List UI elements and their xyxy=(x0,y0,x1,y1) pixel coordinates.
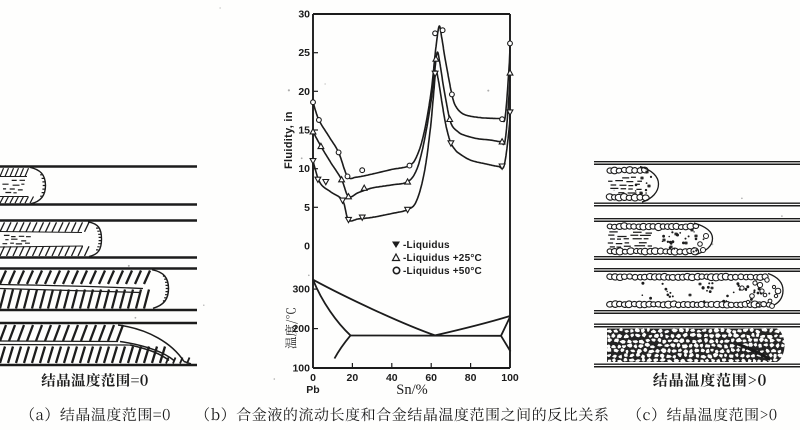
svg-text:0: 0 xyxy=(310,372,316,384)
svg-text:80: 80 xyxy=(465,372,477,384)
svg-text:100: 100 xyxy=(501,372,519,384)
svg-text:300: 300 xyxy=(292,284,310,296)
svg-text:200: 200 xyxy=(292,323,310,335)
svg-text:60: 60 xyxy=(425,372,437,384)
svg-text:25: 25 xyxy=(298,47,310,59)
svg-text:Sn/%: Sn/% xyxy=(396,382,427,398)
svg-text:20: 20 xyxy=(298,86,310,98)
svg-text:0: 0 xyxy=(304,241,310,253)
svg-text:15: 15 xyxy=(298,125,310,137)
svg-text:-Liquidus: -Liquidus xyxy=(403,240,450,251)
svg-text:-Liquidus +50°C: -Liquidus +50°C xyxy=(403,266,482,277)
svg-text:Pb: Pb xyxy=(306,384,319,396)
svg-text:30: 30 xyxy=(298,9,310,21)
svg-text:-Liquidus +25°C: -Liquidus +25°C xyxy=(403,253,482,264)
svg-text:40: 40 xyxy=(386,372,398,384)
svg-text:20: 20 xyxy=(347,372,359,384)
svg-text:100: 100 xyxy=(292,363,310,375)
svg-text:5: 5 xyxy=(304,202,310,214)
svg-text:10: 10 xyxy=(298,163,310,175)
svg-text:Fluidity, in: Fluidity, in xyxy=(283,111,295,169)
